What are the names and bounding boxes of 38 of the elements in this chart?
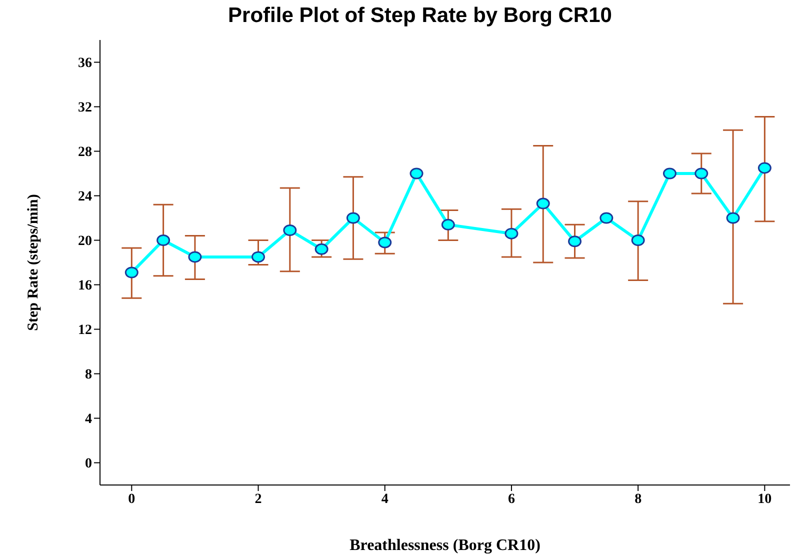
y-tick-label: 16 bbox=[78, 278, 92, 294]
x-tick-label: 0 bbox=[128, 492, 136, 507]
point bbox=[124, 266, 138, 278]
point bbox=[441, 218, 455, 230]
x-tick-label: 8 bbox=[634, 492, 642, 507]
x-tick-label: 4 bbox=[381, 492, 388, 507]
point bbox=[188, 251, 202, 263]
x-axis-title: Breathlessness (Borg CR10) bbox=[350, 537, 540, 554]
point bbox=[410, 168, 424, 180]
point bbox=[694, 168, 708, 180]
x-tick-label: 2 bbox=[254, 492, 262, 507]
y-tick-label: 20 bbox=[78, 234, 92, 250]
x-tick-label: 10 bbox=[758, 492, 772, 507]
point bbox=[536, 198, 550, 210]
point bbox=[283, 224, 297, 236]
point bbox=[252, 251, 266, 263]
y-tick-label: 24 bbox=[78, 190, 92, 205]
point bbox=[758, 162, 772, 174]
point bbox=[600, 212, 614, 224]
point bbox=[568, 236, 582, 248]
y-tick-label: 0 bbox=[85, 456, 92, 472]
y-tick-label: 8 bbox=[85, 368, 92, 383]
point bbox=[631, 234, 645, 246]
x-tick-label: 6 bbox=[508, 492, 515, 507]
y-tick-label: 32 bbox=[78, 100, 92, 116]
point bbox=[726, 212, 740, 224]
chart-title: Profile Plot of Step Rate by Borg CR10 bbox=[227, 4, 613, 28]
point bbox=[378, 236, 392, 248]
y-tick-label: 36 bbox=[78, 56, 92, 72]
y-tick-label: 28 bbox=[78, 145, 92, 160]
point bbox=[314, 243, 328, 255]
point bbox=[346, 212, 360, 224]
point bbox=[504, 228, 518, 240]
point bbox=[662, 168, 676, 180]
y-tick-label: 4 bbox=[85, 412, 92, 428]
y-tick-label: 12 bbox=[78, 323, 92, 338]
y-axis-title: Step Rate (steps/min) bbox=[25, 194, 42, 331]
point bbox=[156, 234, 170, 246]
